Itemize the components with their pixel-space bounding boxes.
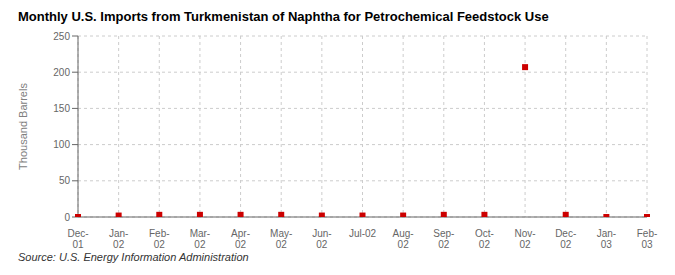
svg-text:Thousand Barrels: Thousand Barrels <box>17 83 29 170</box>
svg-text:200: 200 <box>53 67 70 78</box>
svg-text:Oct-02: Oct-02 <box>475 228 494 249</box>
html-text:Source: U.S. Energy Informatio: Source: U.S. Energy Information Administ… <box>18 251 249 263</box>
svg-text:May-02: May-02 <box>270 228 292 249</box>
svg-text:Dec-02: Dec-02 <box>555 228 576 249</box>
svg-text:Sep-02: Sep-02 <box>433 228 454 249</box>
svg-text:Jan-03: Jan-03 <box>597 228 616 249</box>
svg-text:50: 50 <box>59 175 71 186</box>
svg-text:Dec-01: Dec-01 <box>67 228 88 249</box>
svg-text:Jan-02: Jan-02 <box>109 228 128 249</box>
svg-text:Apr-02: Apr-02 <box>231 228 250 249</box>
svg-text:Feb-03: Feb-03 <box>637 228 658 249</box>
svg-text:Nov-02: Nov-02 <box>515 228 536 249</box>
svg-text:Mar-02: Mar-02 <box>190 228 211 249</box>
svg-text:100: 100 <box>53 139 70 150</box>
svg-text:Feb-02: Feb-02 <box>149 228 170 249</box>
svg-text:Aug-02: Aug-02 <box>393 228 414 249</box>
html-text:Monthly U.S. Imports from Turk: Monthly U.S. Imports from Turkmenistan o… <box>18 9 549 24</box>
svg-text:0: 0 <box>64 212 70 223</box>
svg-text:250: 250 <box>53 31 70 42</box>
svg-text:150: 150 <box>53 103 70 114</box>
svg-text:Jun-02: Jun-02 <box>312 228 331 249</box>
svg-text:Jul-02: Jul-02 <box>349 228 377 239</box>
